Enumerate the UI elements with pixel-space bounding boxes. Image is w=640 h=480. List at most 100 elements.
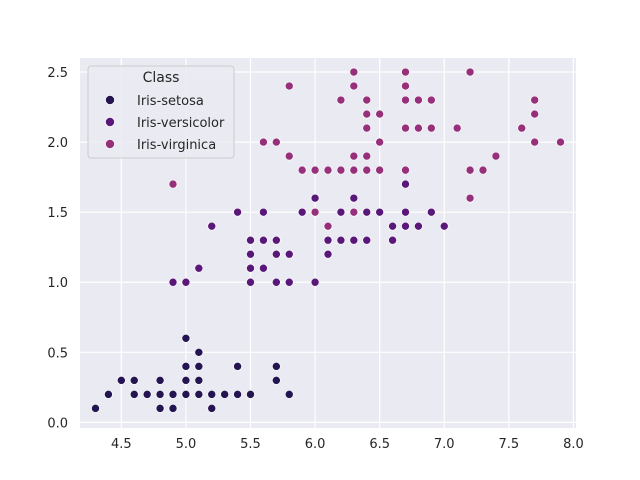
data-point [181, 376, 191, 385]
legend-items: Iris-setosa Iris-versicolor Iris-virginica [105, 94, 225, 153]
data-point [272, 235, 281, 245]
legend-label: Iris-versicolor [137, 116, 225, 131]
data-point [401, 165, 410, 175]
y-tick-label: 1.0 [47, 276, 68, 291]
data-point [362, 165, 372, 175]
data-point [168, 390, 178, 399]
data-point [142, 390, 152, 399]
data-point [401, 207, 410, 217]
data-point [310, 207, 320, 217]
data-point [194, 376, 204, 385]
data-point [478, 165, 488, 175]
x-tick-label: 6.5 [369, 437, 390, 452]
data-point [375, 109, 384, 119]
data-point [465, 193, 475, 203]
data-point [129, 376, 139, 385]
data-point [401, 179, 410, 189]
legend-label: Iris-setosa [137, 94, 204, 109]
y-tick-label: 0.5 [47, 346, 68, 361]
x-tick-label: 7.5 [498, 437, 519, 452]
data-point [362, 109, 372, 119]
y-tick-label: 2.0 [47, 136, 68, 151]
data-point [323, 235, 333, 245]
data-point [259, 137, 268, 147]
data-point [336, 95, 346, 105]
data-point [155, 404, 165, 413]
data-point [233, 362, 242, 371]
data-point [465, 67, 475, 77]
data-point [362, 123, 372, 133]
data-point [427, 95, 436, 105]
data-point [194, 390, 204, 399]
data-point [272, 277, 281, 287]
data-point [323, 249, 333, 259]
data-point [349, 165, 359, 175]
data-point [388, 235, 397, 245]
data-point [452, 123, 462, 133]
data-point [465, 165, 475, 175]
legend-marker [105, 95, 115, 105]
data-point [104, 390, 113, 399]
x-tick-label: 4.5 [111, 437, 132, 452]
data-point [272, 376, 281, 385]
data-point [168, 404, 178, 413]
data-point [168, 277, 178, 287]
data-point [272, 137, 281, 147]
data-point [362, 235, 372, 245]
data-point [491, 151, 501, 161]
y-axis-tick-labels: 0.0 0.5 1.0 1.5 2.0 2.5 [47, 66, 68, 431]
data-point [401, 123, 410, 133]
data-point [375, 137, 384, 147]
data-point [284, 151, 294, 161]
data-point [272, 362, 281, 371]
legend-label: Iris-virginica [137, 138, 216, 153]
data-point [246, 249, 255, 259]
data-point [362, 207, 372, 217]
legend-marker [105, 117, 115, 127]
y-tick-label: 1.5 [47, 206, 68, 221]
data-point [246, 277, 255, 287]
y-tick-label: 0.0 [47, 416, 68, 431]
x-tick-label: 6.0 [305, 437, 326, 452]
data-point [349, 235, 359, 245]
data-point [246, 235, 255, 245]
data-point [246, 390, 255, 399]
legend: Class Iris-setosa Iris-versicolor Iris-vir… [87, 65, 235, 159]
data-point [284, 249, 294, 259]
data-point [246, 263, 255, 273]
data-point [336, 165, 346, 175]
data-point [414, 123, 423, 133]
data-point [259, 235, 268, 245]
data-point [530, 137, 539, 147]
data-point [427, 123, 436, 133]
data-point [349, 81, 359, 91]
data-point [207, 404, 217, 413]
data-point [233, 207, 242, 217]
data-point [129, 390, 139, 399]
data-point [194, 348, 204, 357]
data-point [207, 221, 217, 231]
data-point [155, 376, 165, 385]
data-point [233, 390, 242, 399]
data-point [297, 165, 307, 175]
data-point [349, 193, 359, 203]
data-point [362, 151, 372, 161]
data-point [310, 193, 320, 203]
data-point [556, 137, 565, 147]
data-point [297, 207, 307, 217]
legend-title: Class [143, 70, 180, 86]
data-point [388, 221, 397, 231]
data-point [349, 67, 359, 77]
data-point [259, 263, 268, 273]
data-point [349, 207, 359, 217]
data-point [362, 95, 372, 105]
x-tick-label: 5.0 [176, 437, 197, 452]
data-point [181, 334, 191, 343]
data-point [375, 165, 384, 175]
x-tick-label: 7.0 [434, 437, 455, 452]
data-point [349, 151, 359, 161]
data-point [427, 207, 436, 217]
data-point [194, 263, 204, 273]
data-points [91, 67, 565, 413]
data-point [401, 221, 410, 231]
